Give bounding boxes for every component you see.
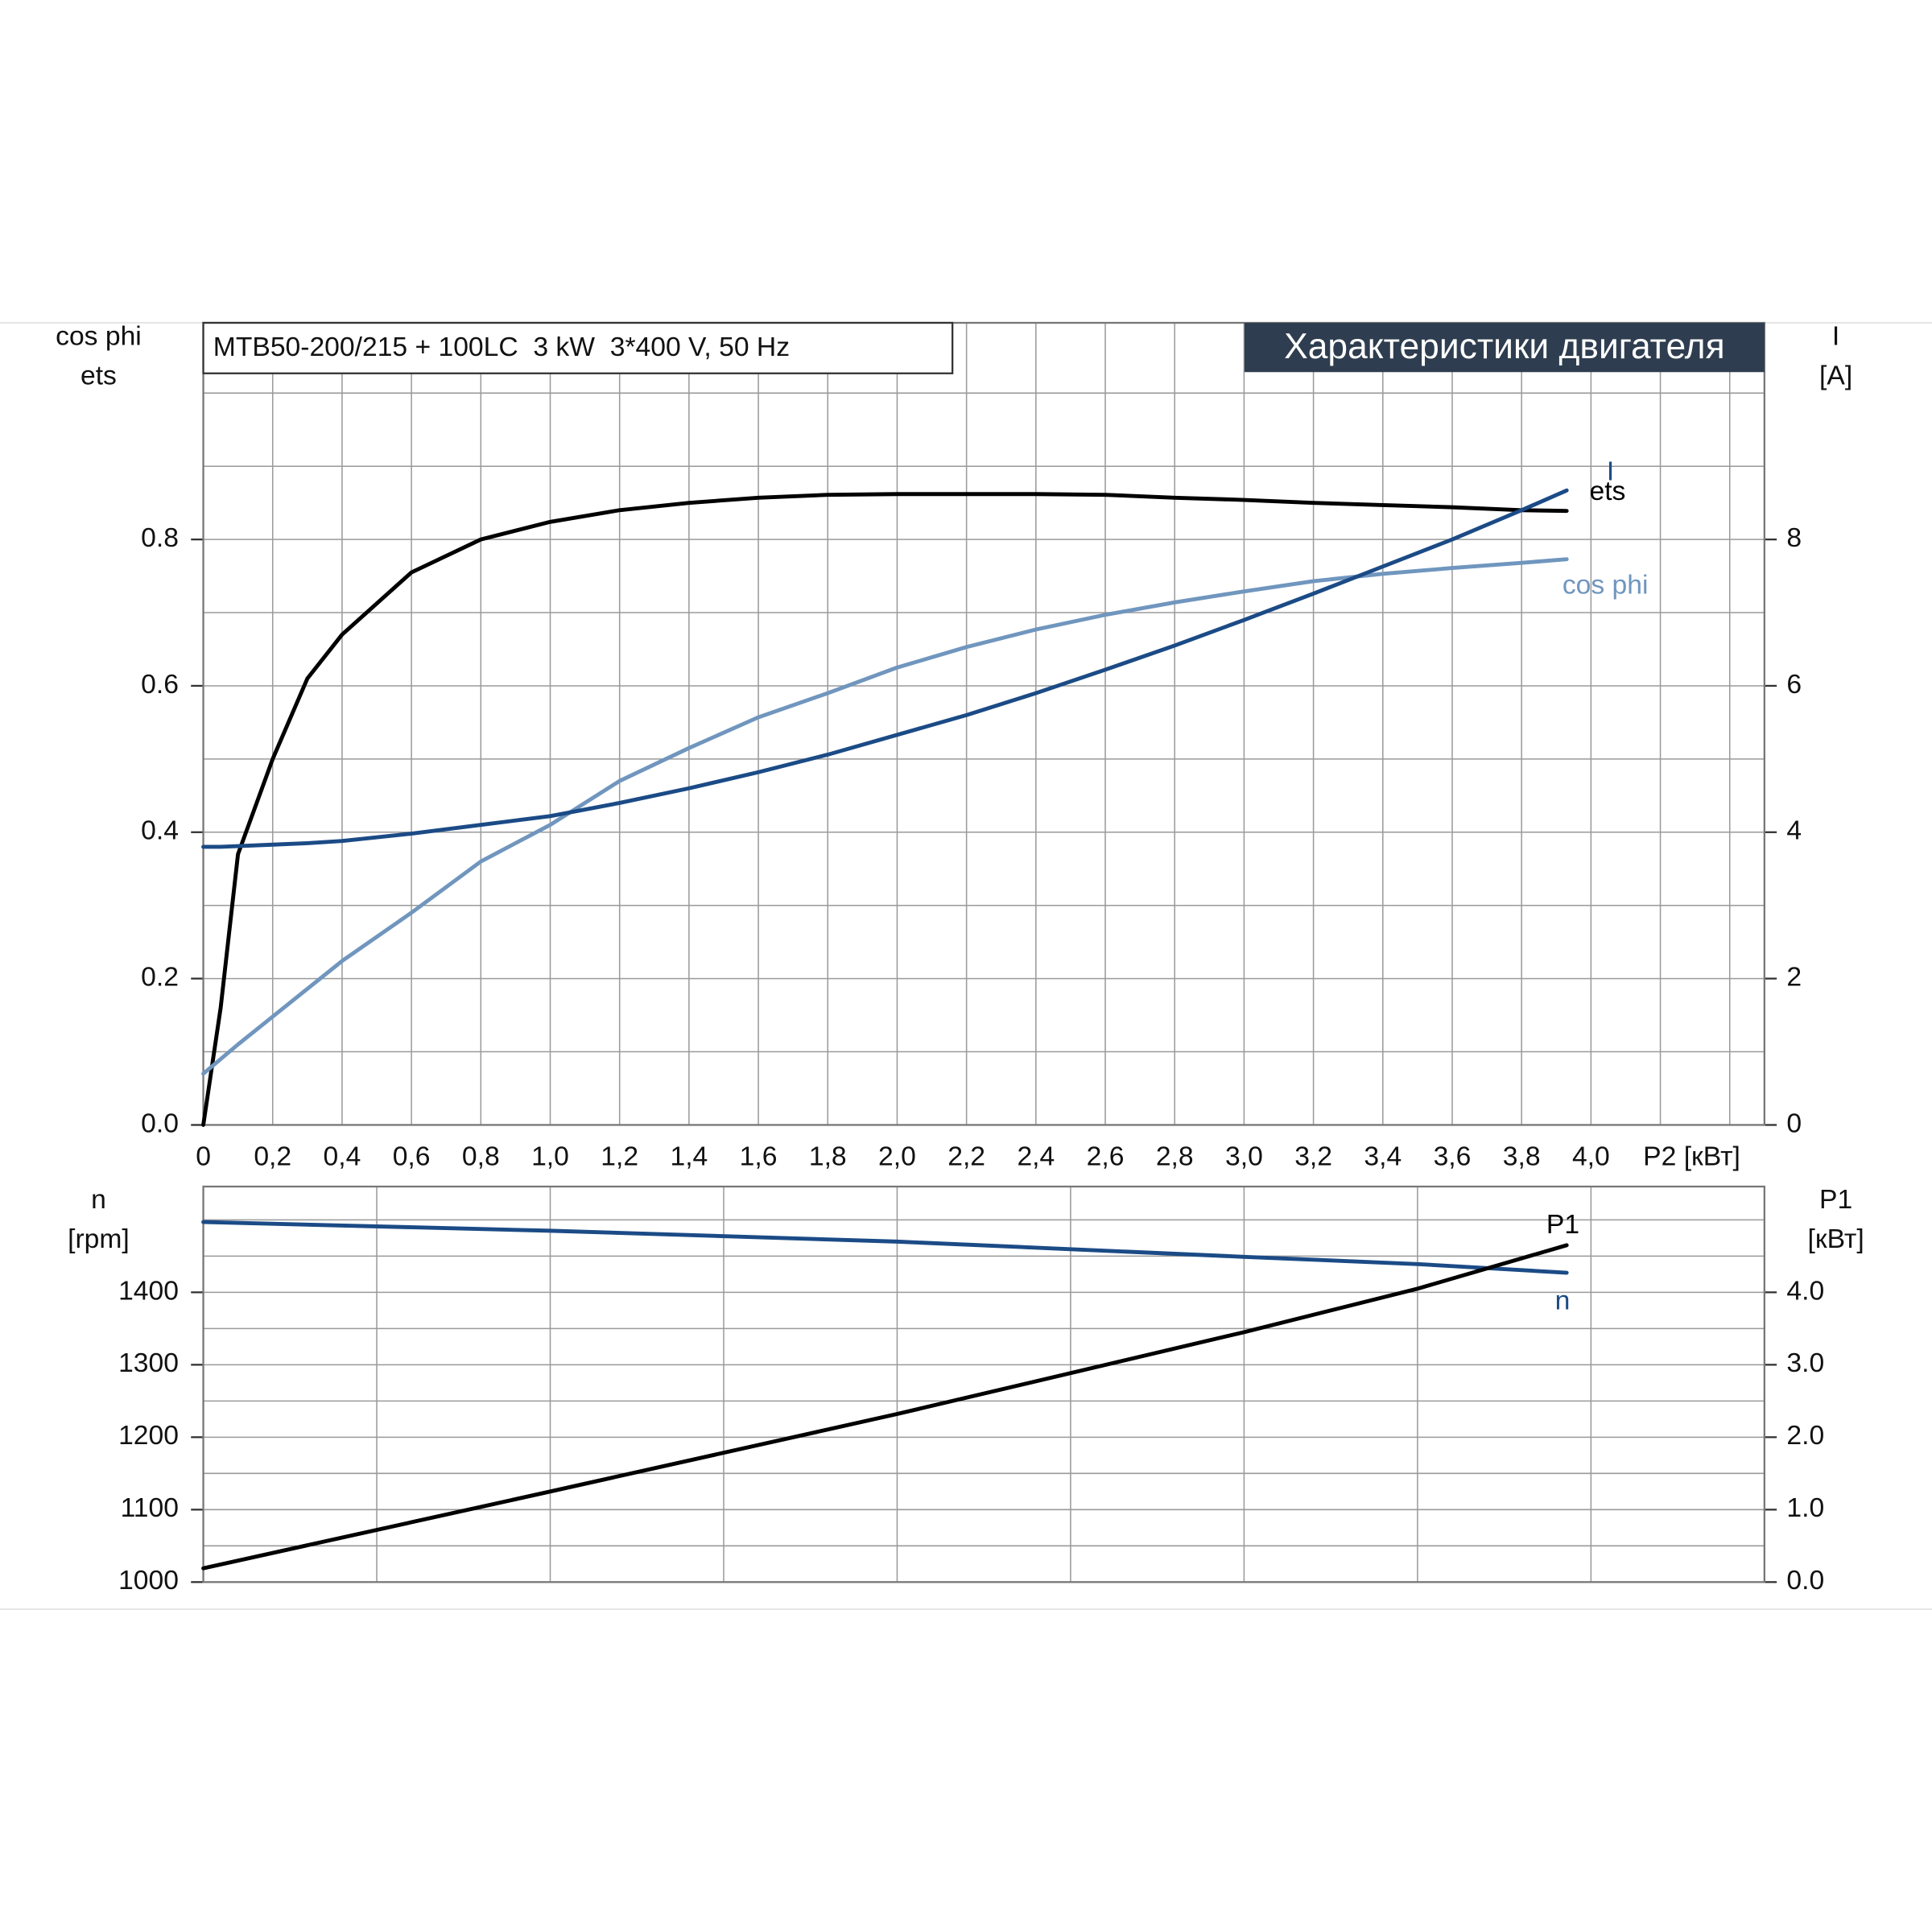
series-line (201, 557, 1569, 1076)
chart-header: Характеристики двигателя (1284, 327, 1724, 366)
x-tick-label: 0,6 (393, 1142, 431, 1172)
series-label: cos phi (1563, 570, 1649, 600)
y2-tick-label: 8 (1786, 523, 1802, 553)
series-line (201, 492, 1569, 1127)
y-axis-label: n (91, 1185, 106, 1215)
x-tick-label: 0,8 (462, 1142, 500, 1172)
y-tick-label: 1100 (121, 1493, 179, 1523)
y-tick-label: 0.8 (141, 523, 179, 553)
y-axis-label: cos phi (56, 321, 142, 351)
series-line (201, 1243, 1569, 1571)
series-label: ets (1589, 477, 1625, 506)
y2-tick-label: 1.0 (1786, 1493, 1824, 1523)
x-tick-label: 2,0 (878, 1142, 916, 1172)
x-tick-label: 2,2 (947, 1142, 985, 1172)
x-tick-label: 3,6 (1434, 1142, 1472, 1172)
x-tick-label: 1,8 (809, 1142, 847, 1172)
plot-area (203, 323, 1765, 1125)
x-axis-label: P2 [кВт] (1643, 1142, 1740, 1172)
series-label: I (1607, 457, 1614, 487)
y2-tick-label: 2 (1786, 963, 1802, 993)
y2-tick-label: 3.0 (1786, 1348, 1824, 1378)
y-tick-label: 1000 (118, 1566, 179, 1596)
y2-tick-label: 0 (1786, 1108, 1802, 1138)
y-tick-label: 0.2 (141, 963, 179, 993)
y2-tick-label: 6 (1786, 670, 1802, 700)
chart-title: MTB50-200/215 + 100LC 3 kW 3*400 V, 50 H… (213, 332, 790, 362)
y2-tick-label: 4 (1786, 816, 1802, 846)
header-box (1244, 323, 1765, 373)
x-tick-label: 1,4 (670, 1142, 708, 1172)
y-tick-label: 1400 (118, 1276, 179, 1306)
y-tick-label: 0.0 (141, 1108, 179, 1138)
series-line (201, 1220, 1569, 1275)
y-tick-label: 0.4 (141, 816, 179, 846)
x-tick-label: 3,4 (1364, 1142, 1402, 1172)
y2-axis-label: [A] (1819, 361, 1852, 390)
y2-tick-label: 4.0 (1786, 1276, 1824, 1306)
y-tick-label: 1300 (118, 1348, 179, 1378)
y-tick-label: 1200 (118, 1421, 179, 1451)
y2-tick-label: 2.0 (1786, 1421, 1824, 1451)
x-tick-label: 1,0 (531, 1142, 569, 1172)
y-tick-label: 0.6 (141, 670, 179, 700)
x-tick-label: 2,4 (1017, 1142, 1055, 1172)
series-line (201, 488, 1569, 849)
x-tick-label: 3,8 (1503, 1142, 1541, 1172)
series-label: n (1555, 1286, 1571, 1316)
plot-frame (202, 321, 1765, 1126)
x-tick-label: 1,2 (601, 1142, 638, 1172)
plot-frame (202, 1185, 1765, 1583)
series-label: P1 (1546, 1210, 1579, 1240)
x-tick-label: 4,0 (1572, 1142, 1610, 1172)
x-tick-label: 3,0 (1225, 1142, 1263, 1172)
y2-tick-label: 0.0 (1786, 1566, 1824, 1596)
y2-axis-label: P1 (1819, 1185, 1852, 1215)
plot-area (203, 1186, 1765, 1583)
y2-axis-label: [кВт] (1808, 1224, 1864, 1254)
y-axis-label: [rpm] (68, 1224, 130, 1254)
x-tick-label: 0,4 (324, 1142, 361, 1172)
x-tick-label: 0 (196, 1142, 211, 1172)
x-tick-label: 0,2 (254, 1142, 291, 1172)
x-tick-label: 3,2 (1294, 1142, 1332, 1172)
x-tick-label: 2,6 (1087, 1142, 1125, 1172)
y2-axis-label: I (1832, 321, 1839, 351)
x-tick-label: 1,6 (740, 1142, 778, 1172)
x-tick-label: 2,8 (1156, 1142, 1194, 1172)
y-axis-label: ets (80, 361, 117, 390)
title-box (202, 321, 954, 374)
